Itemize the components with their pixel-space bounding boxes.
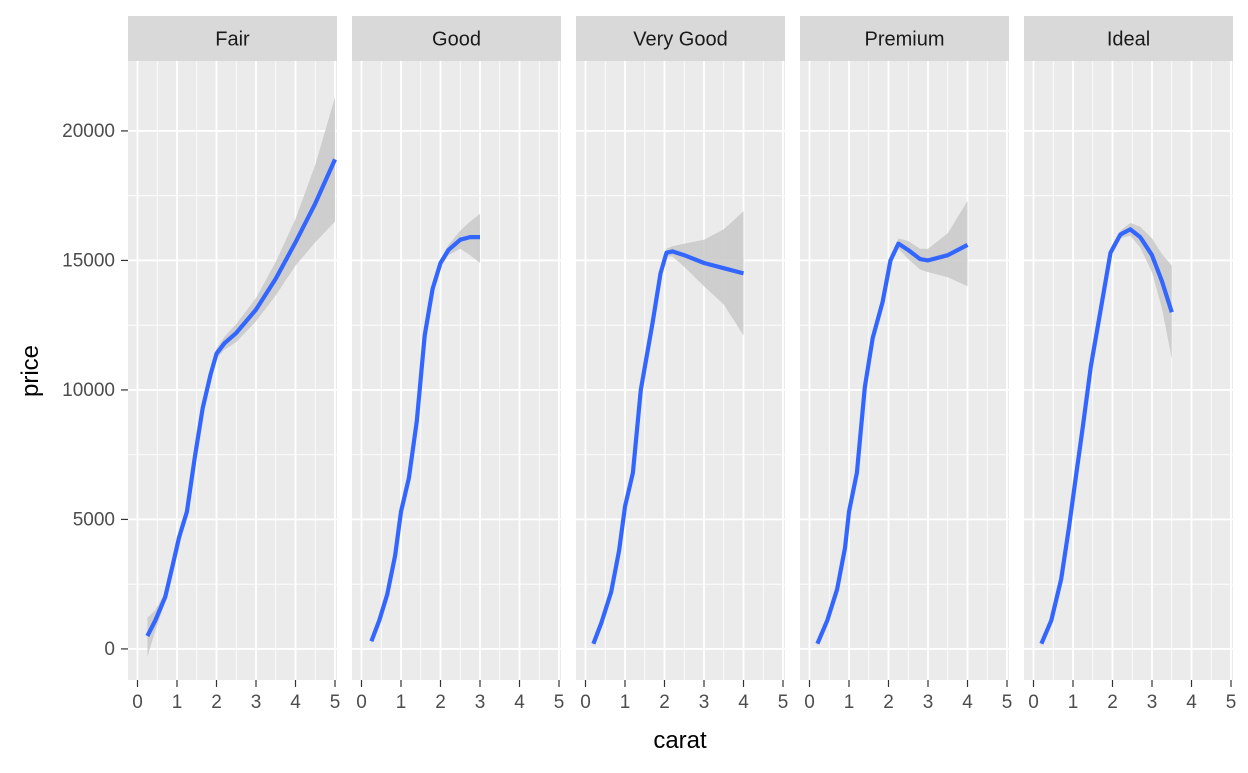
smooth-line bbox=[369, 235, 480, 642]
facet-panel-very-good: Very Good 0 1 2 3 4 5 bbox=[576, 16, 788, 713]
x-tick-label: 4 bbox=[514, 692, 525, 713]
confidence-ribbon bbox=[1041, 222, 1172, 647]
facet-strip-label: Fair bbox=[215, 29, 250, 51]
y-tick-label: 10000 bbox=[62, 380, 115, 401]
x-tick-label: 1 bbox=[396, 692, 407, 713]
smooth-line bbox=[1039, 227, 1174, 645]
y-tick-label: 0 bbox=[104, 639, 115, 660]
panel-background bbox=[352, 61, 561, 680]
x-tick-label: 4 bbox=[1186, 692, 1197, 713]
facet-strip bbox=[352, 16, 561, 61]
x-tick-label: 5 bbox=[1226, 692, 1237, 713]
x-tick-label: 1 bbox=[172, 692, 183, 713]
x-tick-label: 0 bbox=[804, 692, 815, 713]
facet-panel-ideal: Ideal 0 1 2 3 4 5 bbox=[1024, 16, 1236, 713]
facet-strip bbox=[1024, 16, 1233, 61]
x-tick-label: 3 bbox=[1147, 692, 1158, 713]
panel-background bbox=[576, 61, 785, 680]
x-tick-label: 5 bbox=[1002, 692, 1013, 713]
x-tick-label: 2 bbox=[883, 692, 894, 713]
x-tick-label: 5 bbox=[554, 692, 565, 713]
facet-panel-fair: Fair 0 1 2 3 4 5 bbox=[128, 16, 340, 713]
x-tick-label: 4 bbox=[962, 692, 973, 713]
x-tick-label: 3 bbox=[251, 692, 262, 713]
x-tick-label: 0 bbox=[356, 692, 367, 713]
facet-panel-good: Good 0 1 2 3 4 5 bbox=[352, 16, 564, 713]
x-tick-label: 2 bbox=[659, 692, 670, 713]
facet-panel-premium: Premium 0 1 2 3 4 5 bbox=[800, 16, 1012, 713]
x-tick-label: 2 bbox=[211, 692, 222, 713]
facet-strip-label: Very Good bbox=[633, 29, 728, 51]
y-tick-label: 15000 bbox=[62, 250, 115, 271]
x-tick-label: 0 bbox=[580, 692, 591, 713]
x-tick-label: 5 bbox=[330, 692, 341, 713]
x-tick-label: 0 bbox=[1028, 692, 1039, 713]
x-tick-label: 3 bbox=[475, 692, 486, 713]
facet-strip bbox=[576, 16, 785, 61]
panel-background bbox=[800, 61, 1009, 680]
x-tick-label: 2 bbox=[435, 692, 446, 713]
y-tick-label: 5000 bbox=[73, 509, 115, 530]
x-tick-label: 5 bbox=[778, 692, 789, 713]
panel-background bbox=[1024, 61, 1233, 680]
x-tick-label: 1 bbox=[844, 692, 855, 713]
x-tick-label: 3 bbox=[699, 692, 710, 713]
x-tick-label: 0 bbox=[132, 692, 143, 713]
x-tick-label: 1 bbox=[1068, 692, 1079, 713]
facet-strip-label: Good bbox=[432, 29, 481, 51]
x-tick-label: 2 bbox=[1107, 692, 1118, 713]
x-tick-label: 4 bbox=[290, 692, 301, 713]
smooth-line bbox=[815, 241, 969, 645]
panel-background bbox=[128, 61, 337, 680]
facet-strip-label: Ideal bbox=[1107, 29, 1150, 51]
x-tick-label: 1 bbox=[620, 692, 631, 713]
x-axis-title: carat bbox=[653, 727, 707, 754]
y-tick-label: 20000 bbox=[62, 121, 115, 142]
facet-strip-label: Premium bbox=[864, 29, 944, 51]
smooth-line bbox=[591, 249, 745, 645]
facet-strip bbox=[128, 16, 337, 61]
facet-strip bbox=[800, 16, 1009, 61]
x-tick-label: 3 bbox=[923, 692, 934, 713]
y-axis-title: price bbox=[17, 345, 44, 397]
x-tick-label: 4 bbox=[738, 692, 749, 713]
confidence-ribbon bbox=[147, 97, 335, 657]
smooth-line bbox=[145, 158, 337, 637]
